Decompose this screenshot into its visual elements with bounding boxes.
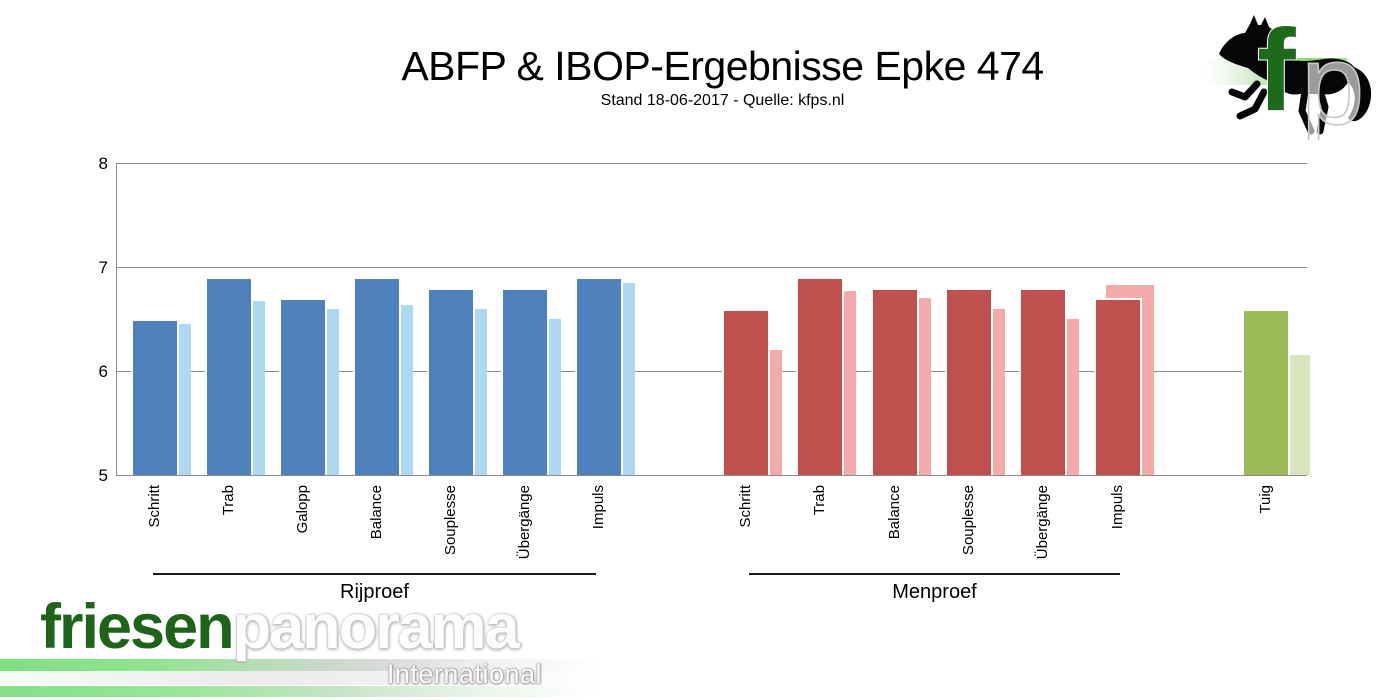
category-label-souplesse: Souplesse xyxy=(959,485,977,556)
category-label-schritt: Schritt xyxy=(737,485,754,528)
footer-logo-panorama: panorama xyxy=(232,592,520,662)
logo-letter-f: f xyxy=(1257,5,1296,135)
bar-dark-souplesse xyxy=(427,287,475,475)
category-label-impuls: Impuls xyxy=(590,485,607,530)
bar-dark-souplesse xyxy=(944,287,993,475)
y-axis-tick-8: 8 xyxy=(98,154,108,173)
bar-dark-schritt xyxy=(722,308,770,475)
gridline-8 xyxy=(117,163,1307,164)
category-label-übergänge: Übergänge xyxy=(1034,485,1052,560)
category-label-übergänge: Übergänge xyxy=(516,485,533,560)
bar-dark-galopp xyxy=(279,298,327,475)
bar-dark-balance xyxy=(353,277,401,475)
category-label-trab: Trab xyxy=(220,485,237,516)
bar-dark-übergänge xyxy=(1019,287,1068,475)
footer-logo: friesenpanorama xyxy=(40,596,520,659)
category-label-balance: Balance xyxy=(885,485,903,540)
group-label-rijproef: Rijproef xyxy=(340,581,409,603)
bar-dark-schritt xyxy=(131,319,179,475)
category-label-souplesse: Souplesse xyxy=(442,485,459,556)
group-label-menproef: Menproef xyxy=(892,581,977,603)
footer-logo-friesen: friesen xyxy=(40,592,235,662)
chart-header: ABFP & IBOP-Ergebnisse Epke 474 Stand 18… xyxy=(45,43,1400,110)
category-label-schritt: Schritt xyxy=(146,485,163,528)
bar-dark-tuig xyxy=(1242,308,1290,475)
group-underline-rijproef xyxy=(153,573,596,575)
footer-stripe-green-bottom xyxy=(0,686,600,697)
group-underline-menproef xyxy=(749,573,1120,575)
category-label-galopp: Galopp xyxy=(294,485,311,534)
category-label-trab: Trab xyxy=(811,485,829,516)
plot-area: 8 7 6 5 Schritt Trab Galopp Balance Souplesse Übe… xyxy=(99,155,1310,603)
bar-dark-trab xyxy=(205,277,253,475)
y-axis-tick-6: 6 xyxy=(98,362,108,381)
bar-dark-übergänge xyxy=(501,287,549,475)
category-label-tuig: Tuig xyxy=(1257,485,1274,514)
logo-letter-p: p xyxy=(1301,22,1364,140)
y-axis-tick-7: 7 xyxy=(98,258,108,277)
category-label-impuls: Impuls xyxy=(1108,485,1126,530)
fp-horse-logo: p f xyxy=(1207,4,1372,140)
page-title: ABFP & IBOP-Ergebnisse Epke 474 xyxy=(401,43,1044,89)
gridline-7 xyxy=(117,267,1307,268)
footer-stripe-white-middle xyxy=(0,671,600,685)
horse-icon xyxy=(1219,15,1372,135)
y-axis-tick-5: 5 xyxy=(98,466,108,485)
bar-dark-trab xyxy=(796,277,845,475)
gridline-6 xyxy=(117,371,1307,372)
footer-stripe-green-top xyxy=(0,659,600,671)
category-label-balance: Balance xyxy=(368,485,385,540)
page-subtitle: Stand 18-06-2017 - Quelle: kfps.nl xyxy=(600,92,845,110)
bar-dark-impuls xyxy=(575,277,623,475)
footer-logo-international: International xyxy=(386,659,542,689)
bar-dark-balance xyxy=(870,287,919,475)
bar-dark-impuls xyxy=(1093,298,1142,475)
